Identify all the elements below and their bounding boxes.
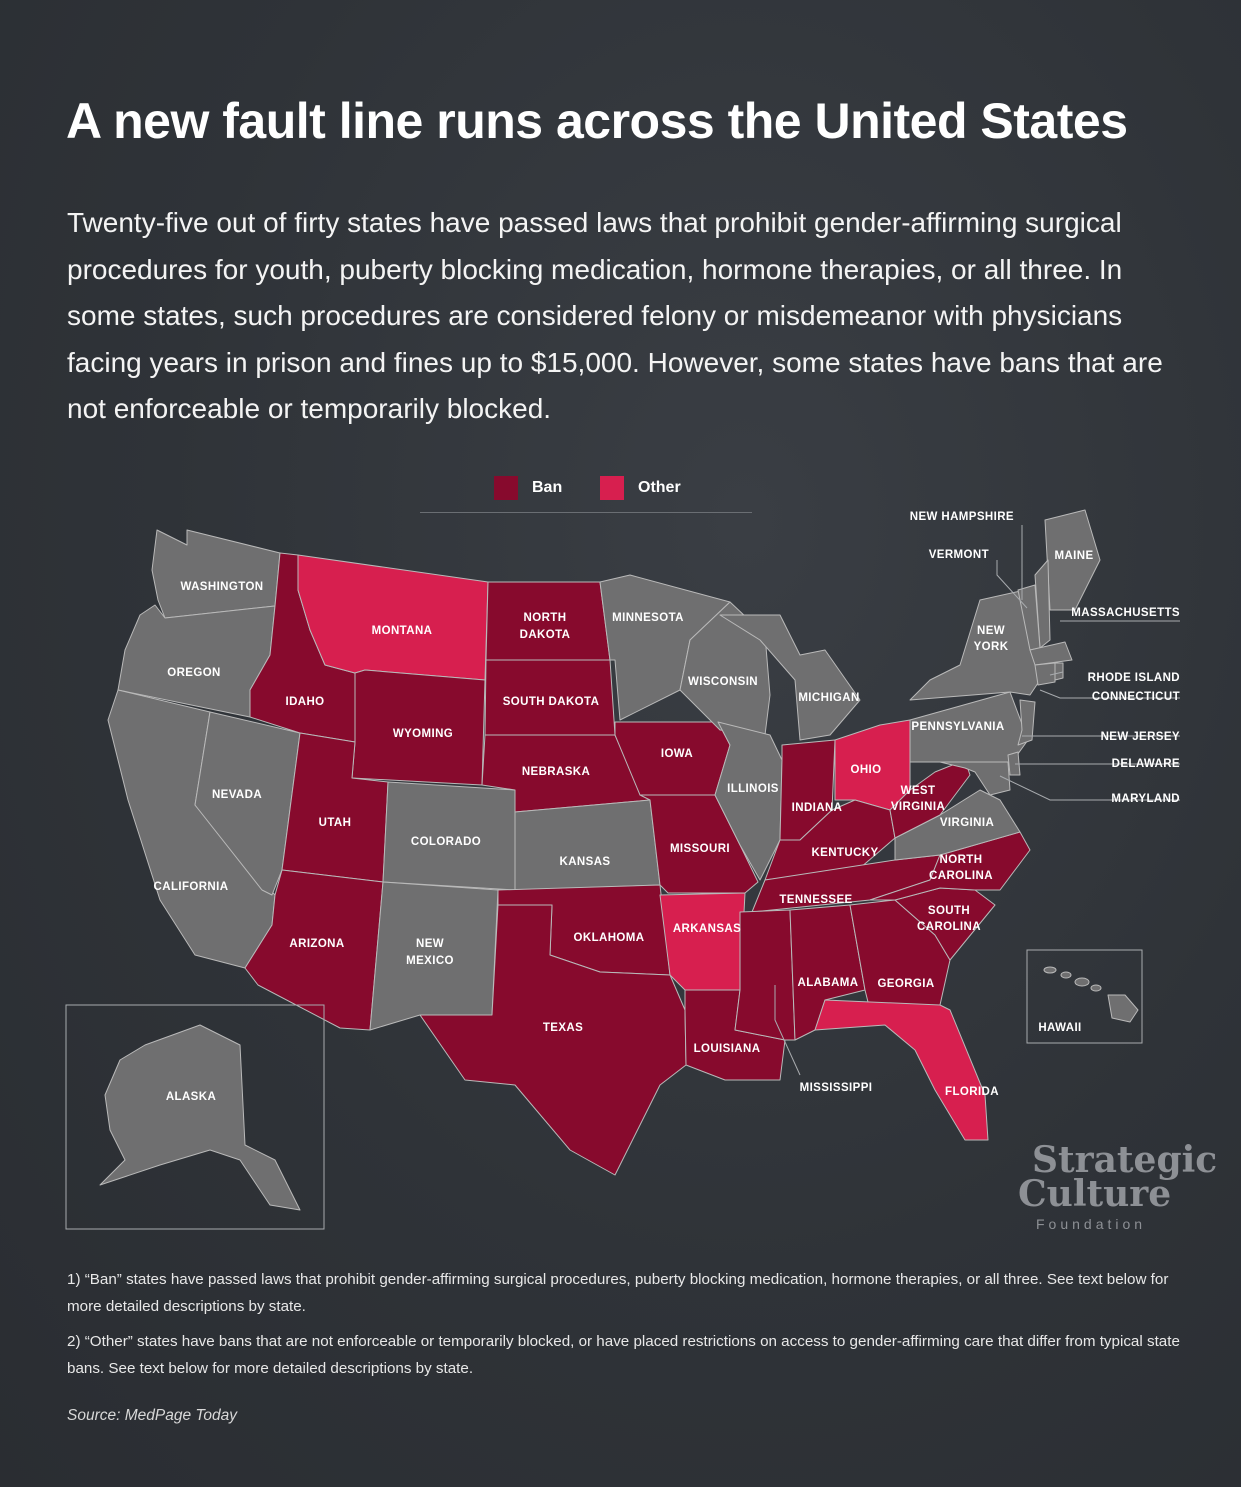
brand-line-2: Culture	[1018, 1173, 1172, 1215]
label-north-carolina-2: CAROLINA	[929, 870, 993, 882]
label-wyoming: WYOMING	[393, 728, 453, 740]
label-florida: FLORIDA	[945, 1086, 999, 1098]
label-pennsylvania: PENNSYLVANIA	[911, 721, 1004, 733]
legend-swatch-other	[600, 476, 624, 500]
label-north-dakota-2: DAKOTA	[520, 629, 571, 641]
label-west-virginia-2: VIRGINIA	[891, 801, 945, 813]
state-connecticut[interactable]	[1034, 662, 1056, 686]
label-texas: TEXAS	[543, 1022, 583, 1034]
label-mississippi: MISSISSIPPI	[800, 1082, 873, 1094]
label-ohio: OHIO	[851, 764, 882, 776]
legend-label-other: Other	[638, 479, 681, 496]
state-pennsylvania[interactable]	[909, 691, 1029, 763]
state-montana[interactable]	[297, 554, 489, 681]
label-south-dakota: SOUTH DAKOTA	[503, 696, 600, 708]
label-oregon: OREGON	[167, 667, 221, 679]
alaska-inset-frame	[65, 1004, 325, 1230]
label-washington: WASHINGTON	[180, 581, 263, 593]
label-wisconsin: WISCONSIN	[688, 676, 758, 688]
label-new-york-2: YORK	[974, 641, 1009, 653]
state-kansas[interactable]	[514, 799, 661, 891]
footnote-1: 1) “Ban” states have passed laws that pr…	[67, 1271, 1169, 1315]
label-south-carolina-2: CAROLINA	[917, 921, 981, 933]
label-hawaii: HAWAII	[1038, 1022, 1081, 1034]
state-new-jersey[interactable]	[1017, 699, 1036, 746]
state-florida[interactable]	[814, 999, 989, 1141]
intro-paragraph: Twenty-five out of firty states have pas…	[67, 207, 1163, 424]
label-new-york: NEW	[977, 625, 1005, 637]
label-arizona: ARIZONA	[289, 938, 344, 950]
label-idaho: IDAHO	[285, 696, 324, 708]
label-utah: UTAH	[319, 817, 352, 829]
label-georgia: GEORGIA	[877, 978, 934, 990]
brand-line-3: Foundation	[1036, 1216, 1147, 1232]
state-maryland[interactable]	[939, 761, 1011, 796]
label-missouri: MISSOURI	[670, 843, 730, 855]
state-hawaii[interactable]	[1107, 994, 1139, 1023]
label-california: CALIFORNIA	[154, 881, 229, 893]
state-arkansas[interactable]	[659, 892, 746, 991]
state-alaska[interactable]	[99, 1024, 301, 1211]
legend-swatch-ban	[494, 476, 518, 500]
label-kansas: KANSAS	[560, 856, 611, 868]
label-louisiana: LOUISIANA	[694, 1043, 761, 1055]
state-virginia[interactable]	[894, 789, 1021, 861]
label-iowa: IOWA	[661, 748, 693, 760]
label-oklahoma: OKLAHOMA	[574, 932, 645, 944]
label-south-carolina: SOUTH	[928, 905, 970, 917]
label-rhode-island: RHODE ISLAND	[1088, 672, 1180, 684]
brand-logo: Strategic Culture Foundation	[1016, 1140, 1217, 1235]
label-virginia: VIRGINIA	[940, 817, 994, 829]
us-map: WASHINGTON OREGON CALIFORNIA NEVADA IDAH…	[65, 509, 1180, 1230]
label-delaware: DELAWARE	[1112, 758, 1180, 770]
state-wisconsin[interactable]	[679, 601, 771, 736]
label-colorado: COLORADO	[411, 836, 481, 848]
page-title: A new fault line runs across the United …	[66, 93, 1128, 149]
legend-item-ban: Ban	[494, 476, 562, 500]
label-illinois: ILLINOIS	[727, 783, 779, 795]
label-connecticut: CONNECTICUT	[1092, 691, 1180, 703]
state-rhode-island[interactable]	[1054, 662, 1064, 681]
label-michigan: MICHIGAN	[798, 692, 859, 704]
label-new-mexico: NEW	[416, 938, 444, 950]
hawaii-small-islands	[1043, 966, 1102, 992]
state-illinois[interactable]	[714, 721, 783, 881]
label-north-carolina: NORTH	[940, 854, 983, 866]
label-alaska: ALASKA	[166, 1091, 216, 1103]
source-credit: Source: MedPage Today	[67, 1407, 238, 1424]
label-nevada: NEVADA	[212, 789, 262, 801]
label-arkansas: ARKANSAS	[673, 923, 741, 935]
state-delaware[interactable]	[1007, 751, 1021, 776]
label-tennessee: TENNESSEE	[779, 894, 852, 906]
label-west-virginia: WEST	[901, 785, 936, 797]
legend-item-other: Other	[600, 476, 681, 500]
label-montana: MONTANA	[372, 625, 433, 637]
brand-line-1: Strategic	[1032, 1139, 1218, 1181]
label-massachusetts: MASSACHUSETTS	[1071, 607, 1180, 619]
legend: Ban Other	[420, 474, 752, 513]
legend-label-ban: Ban	[532, 479, 563, 496]
label-nebraska: NEBRASKA	[522, 766, 590, 778]
label-new-jersey: NEW JERSEY	[1101, 731, 1180, 743]
footnote-2: 2) “Other” states have bans that are not…	[67, 1333, 1180, 1377]
label-minnesota: MINNESOTA	[612, 612, 684, 624]
label-vermont: VERMONT	[929, 549, 989, 561]
label-north-dakota: NORTH	[524, 612, 567, 624]
label-alabama: ALABAMA	[798, 977, 859, 989]
label-new-mexico-2: MEXICO	[406, 955, 454, 967]
label-kentucky: KENTUCKY	[811, 847, 878, 859]
state-washington[interactable]	[151, 529, 281, 619]
label-maine: MAINE	[1054, 550, 1093, 562]
footnotes: 1) “Ban” states have passed laws that pr…	[67, 1266, 1185, 1390]
state-massachusetts[interactable]	[1029, 641, 1073, 666]
label-indiana: INDIANA	[792, 802, 843, 814]
state-michigan[interactable]	[719, 614, 861, 741]
label-maryland: MARYLAND	[1111, 793, 1180, 805]
label-new-hampshire: NEW HAMPSHIRE	[910, 511, 1014, 523]
state-mississippi[interactable]	[734, 909, 796, 1041]
state-texas[interactable]	[419, 904, 687, 1176]
leader-lines	[774, 525, 1180, 1076]
hawaii-inset-frame	[1026, 949, 1143, 1044]
